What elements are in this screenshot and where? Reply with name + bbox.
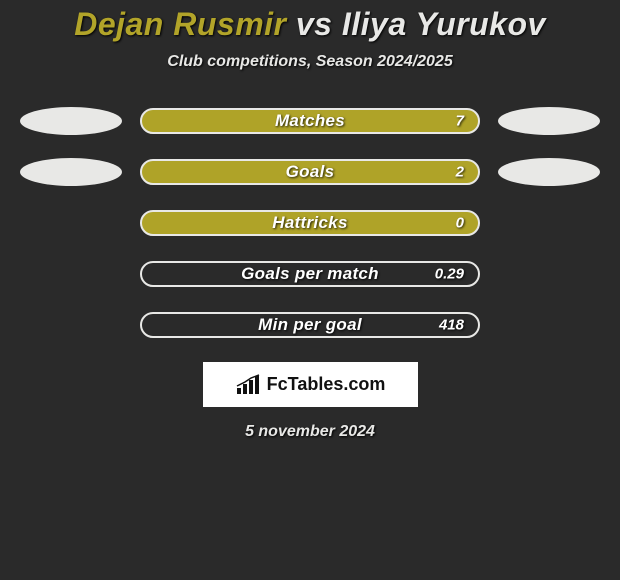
stat-value: 7 (456, 113, 464, 130)
brand-logo-box: FcTables.com (203, 362, 418, 407)
vs-text: vs (296, 6, 333, 42)
player1-name: Dejan Rusmir (74, 6, 286, 42)
stat-bar: Hattricks 0 (140, 210, 480, 236)
stat-bar: Goals 2 (140, 159, 480, 185)
ellipse-spacer (498, 311, 600, 339)
stat-bar: Goals per match 0.29 (140, 261, 480, 287)
player1-ellipse-icon (20, 107, 122, 135)
stat-label: Goals per match (241, 264, 379, 284)
player2-ellipse-icon (498, 158, 600, 186)
stat-row: Goals 2 (0, 158, 620, 186)
stat-value: 0.29 (435, 266, 464, 283)
stat-row: Goals per match 0.29 (0, 260, 620, 288)
stat-row: Min per goal 418 (0, 311, 620, 339)
subtitle: Club competitions, Season 2024/2025 (0, 53, 620, 71)
title: Dejan Rusmir vs Iliya Yurukov (0, 6, 620, 43)
player2-name: Iliya Yurukov (342, 6, 546, 42)
brand-prefix: Fc (267, 374, 288, 394)
barchart-icon (235, 374, 263, 396)
stat-label: Hattricks (272, 213, 347, 233)
brand-text: FcTables.com (267, 374, 386, 395)
ellipse-spacer (498, 260, 600, 288)
stat-value: 418 (439, 317, 464, 334)
stat-value: 0 (456, 215, 464, 232)
stat-bar: Matches 7 (140, 108, 480, 134)
ellipse-spacer (20, 209, 122, 237)
ellipse-spacer (20, 260, 122, 288)
infographic-container: Dejan Rusmir vs Iliya Yurukov Club compe… (0, 0, 620, 441)
stats-block: Matches 7 Goals 2 Hattricks 0 Goals (0, 107, 620, 339)
stat-label: Matches (275, 111, 345, 131)
player1-ellipse-icon (20, 158, 122, 186)
stat-row: Matches 7 (0, 107, 620, 135)
stat-label: Goals (286, 162, 335, 182)
player2-ellipse-icon (498, 107, 600, 135)
brand-rest: Tables.com (288, 374, 386, 394)
stat-row: Hattricks 0 (0, 209, 620, 237)
stat-bar: Min per goal 418 (140, 312, 480, 338)
stat-value: 2 (456, 164, 464, 181)
ellipse-spacer (498, 209, 600, 237)
date-text: 5 november 2024 (0, 423, 620, 441)
stat-label: Min per goal (258, 315, 362, 335)
ellipse-spacer (20, 311, 122, 339)
